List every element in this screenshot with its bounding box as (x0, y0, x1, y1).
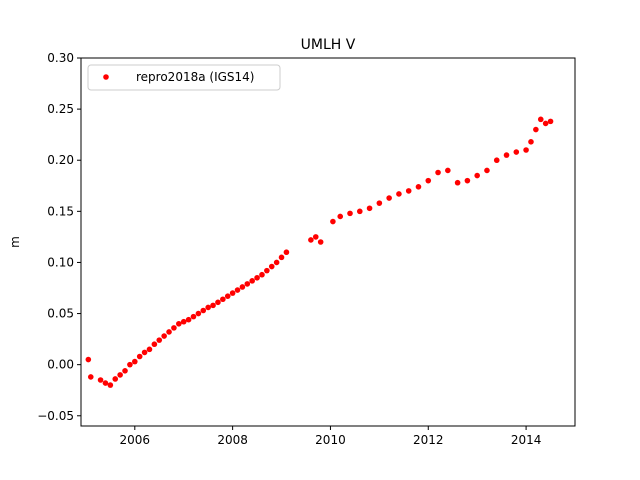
data-point (176, 320, 182, 327)
data-point (180, 318, 187, 325)
data-point (97, 377, 104, 383)
data-point (136, 353, 143, 360)
data-point (347, 210, 353, 217)
data-point (190, 313, 197, 320)
data-point (454, 179, 461, 186)
data-point (366, 205, 373, 212)
data-point (425, 177, 432, 184)
data-point (356, 208, 363, 215)
data-point (283, 249, 290, 256)
data-point (220, 296, 226, 303)
data-point (493, 157, 500, 164)
data-point (112, 376, 119, 382)
data-point (415, 184, 422, 190)
data-point (278, 254, 285, 261)
data-point (229, 290, 236, 296)
data-point (503, 152, 510, 158)
chart-title: UMLH V (301, 37, 356, 53)
data-point (215, 299, 221, 306)
x-tick-label: 2008 (217, 433, 248, 447)
data-point (249, 278, 255, 284)
y-tick-label: 0.15 (47, 204, 74, 218)
data-point (161, 333, 167, 339)
data-point (537, 116, 544, 123)
data-point (386, 195, 392, 201)
data-point (85, 356, 92, 363)
data-point (547, 118, 554, 125)
data-point (533, 126, 539, 133)
data-point (268, 263, 275, 270)
data-point (259, 271, 265, 278)
data-point (264, 267, 270, 274)
data-point (132, 358, 138, 365)
x-tick-label: 2012 (413, 433, 444, 447)
data-point (484, 167, 490, 174)
data-point (141, 349, 148, 356)
data-point (185, 316, 192, 323)
data-point (317, 239, 324, 245)
y-tick-label: 0.30 (47, 51, 74, 65)
x-tick-label: 2010 (315, 433, 346, 447)
plot-frame (80, 57, 576, 427)
data-point (205, 304, 211, 311)
data-point (376, 200, 383, 206)
data-point (117, 372, 123, 378)
y-tick-label: 0.10 (47, 255, 74, 269)
data-point (239, 284, 246, 290)
data-point (330, 218, 336, 225)
data-point (445, 167, 451, 174)
data-point (200, 307, 207, 314)
x-tick-label: 2006 (120, 433, 151, 447)
data-point (146, 346, 153, 353)
data-point (312, 234, 319, 240)
data-point (308, 237, 314, 243)
y-tick-label: 0.25 (47, 102, 74, 116)
data-points (85, 116, 554, 388)
data-point (435, 169, 441, 176)
y-tick-label: 0.20 (47, 153, 74, 167)
data-point (474, 172, 480, 179)
data-point (156, 337, 163, 343)
data-point (244, 281, 251, 287)
legend: repro2018a (IGS14) (87, 64, 281, 91)
data-point (127, 361, 133, 368)
axis-ticks: 2006 2008 2010 2012 2014 −0.05 0.00 0.05 0.10 0.1… (37, 51, 541, 447)
data-point (273, 259, 280, 266)
data-point (122, 368, 128, 374)
y-tick-label: −0.05 (37, 409, 74, 423)
y-tick-label: 0.05 (47, 307, 74, 321)
data-point (166, 329, 172, 335)
data-point (210, 302, 216, 309)
data-point (195, 310, 202, 317)
x-tick-label: 2014 (511, 433, 542, 447)
data-point (254, 274, 260, 281)
data-point (234, 287, 241, 293)
legend-marker (103, 74, 109, 80)
data-point (87, 374, 94, 380)
data-point (513, 149, 520, 155)
y-axis-label: m (8, 236, 22, 248)
data-point (151, 341, 158, 348)
y-tick-label: 0.00 (47, 358, 74, 372)
data-point (396, 191, 402, 197)
data-point (224, 293, 231, 299)
data-point (337, 213, 344, 220)
data-point (464, 177, 471, 184)
data-point (405, 188, 412, 194)
data-point (102, 380, 109, 386)
legend-box (87, 64, 281, 91)
legend-label: repro2018a (IGS14) (136, 70, 254, 84)
data-point (107, 382, 114, 388)
data-point (523, 147, 529, 153)
data-point (542, 120, 549, 127)
data-point (171, 325, 177, 331)
data-point (528, 139, 534, 145)
